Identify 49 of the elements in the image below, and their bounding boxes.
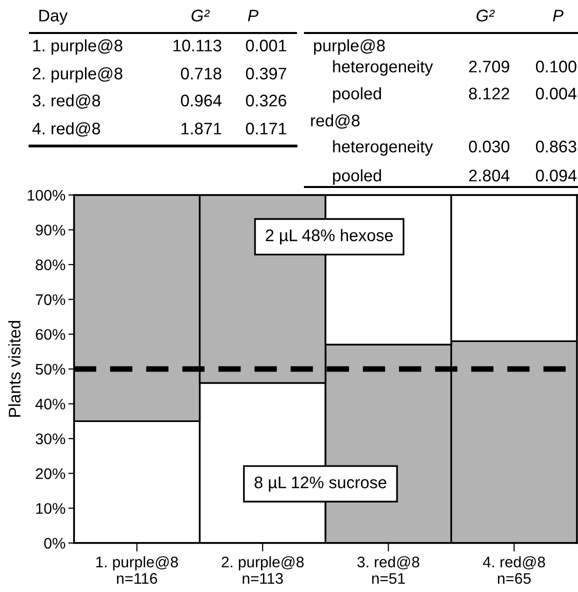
text: heterogeneity <box>333 60 433 76</box>
text: pooled <box>333 169 381 185</box>
x-tick-label: 2. purple@8 n=113 <box>222 556 304 584</box>
text: P <box>552 10 564 22</box>
text: 2. purple@8 <box>32 67 122 83</box>
text: G² <box>476 10 495 22</box>
text: 1.871 <box>182 122 222 134</box>
text: 2.709 <box>469 60 510 72</box>
y-tick-label: 10% <box>36 503 66 514</box>
y-tick-label: 20% <box>36 468 66 480</box>
text: 8.122 <box>469 88 510 100</box>
y-tick-label: 70% <box>36 294 66 306</box>
text: 0.964 <box>180 94 222 106</box>
y-tick-label: 90% <box>36 224 66 236</box>
y-tick-label: 60% <box>36 329 66 340</box>
text: P <box>248 10 258 22</box>
text: 0.171 <box>246 122 286 134</box>
text: 0.030 <box>468 140 510 152</box>
text: 0.397 <box>246 68 286 80</box>
annotation: 8 µL 12% sucrose <box>254 476 386 492</box>
text: 0.326 <box>246 94 286 106</box>
text: 10.113 <box>174 40 222 52</box>
text: 0.718 <box>180 68 222 80</box>
text: 3. red@8 <box>32 94 100 109</box>
y-tick-label: 80% <box>36 259 66 270</box>
y-tick-label: 40% <box>35 398 66 410</box>
text: 0.094 <box>536 170 577 182</box>
y-tick-label: 30% <box>36 433 66 444</box>
text: pooled <box>333 87 381 103</box>
y-axis-title: Plants visited <box>8 320 21 417</box>
y-tick-label: 0% <box>44 538 66 549</box>
text: 0.004 <box>536 88 577 100</box>
text: G² <box>192 10 210 22</box>
text: purple@8 <box>314 39 385 55</box>
text: 0.863 <box>536 140 576 152</box>
text: Day <box>39 10 68 25</box>
text: 4. red@8 <box>32 122 100 137</box>
y-tick-label: 100% <box>28 190 66 201</box>
annotation: 2 µL 48% hexose <box>266 228 393 245</box>
text: 1. purple@8 <box>33 39 122 55</box>
text: red@8 <box>311 114 360 129</box>
text: 0.100 <box>536 60 576 72</box>
x-tick-label: 4. red@8 n=65 <box>482 556 545 584</box>
text: 2.804 <box>469 170 510 182</box>
y-tick-label: 50% <box>36 364 66 375</box>
x-tick-label: 3. red@8 n=51 <box>357 556 420 584</box>
text: heterogeneity <box>333 140 433 156</box>
text: 0.001 <box>246 40 286 52</box>
x-tick-label: 1. purple@8 n=116 <box>96 556 178 584</box>
